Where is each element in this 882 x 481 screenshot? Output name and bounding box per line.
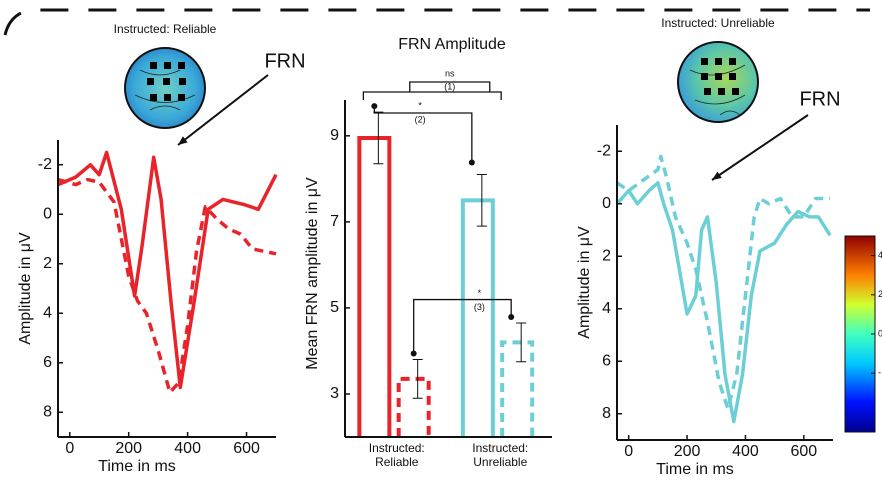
y-tick-label: 9 xyxy=(330,127,339,144)
y-tick-label: 7 xyxy=(330,213,339,230)
bracket-dot xyxy=(468,159,475,166)
y-tick-label: 6 xyxy=(43,354,52,371)
x-tick-label: 200 xyxy=(115,440,142,457)
significance-label: ns xyxy=(445,68,455,78)
frame xyxy=(3,8,870,36)
error-bar xyxy=(412,359,423,399)
x-axis-label: Time in ms xyxy=(656,461,734,478)
y-tick-label: 3 xyxy=(330,385,339,402)
significance-label: (2) xyxy=(415,114,426,124)
x-tick-label: 400 xyxy=(174,440,201,457)
colorbar-tick-label: 2 xyxy=(878,289,882,299)
y-axis-label: Amplitude in μV xyxy=(576,226,593,339)
panel-title: Instructed: Reliable xyxy=(114,22,217,36)
x-tick-label: 0 xyxy=(65,440,74,457)
y-tick-label: 4 xyxy=(602,300,611,317)
y-tick-label: 2 xyxy=(43,255,52,272)
error-bar xyxy=(373,111,384,165)
significance-bracket xyxy=(413,298,512,354)
x-axis-label: Time in ms xyxy=(98,458,176,475)
colorbar-tick-label: 0 xyxy=(878,328,882,338)
bracket-dot xyxy=(371,103,378,110)
error-bar xyxy=(476,174,487,227)
significance-bracket xyxy=(409,81,491,92)
x-tick-label: Unreliable xyxy=(473,455,527,469)
arrow-head xyxy=(712,171,722,180)
y-tick-label: 4 xyxy=(43,304,52,321)
annotation: FRN xyxy=(264,50,305,72)
significance-bracket xyxy=(373,106,473,163)
significance-label: * xyxy=(478,288,482,298)
bar xyxy=(460,198,495,437)
bar xyxy=(396,376,431,437)
y-tick-label: 5 xyxy=(330,299,339,316)
line-series xyxy=(57,177,277,395)
significance-label: (1) xyxy=(444,81,455,91)
annotation-arrow xyxy=(177,74,269,146)
x-tick-label: 600 xyxy=(233,440,260,457)
y-tick-label: 8 xyxy=(602,405,611,422)
topomap xyxy=(677,41,759,123)
annotation: FRN xyxy=(799,88,840,110)
y-axis-label: Mean FRN amplitude in μV xyxy=(304,177,321,370)
x-tick-label: Reliable xyxy=(375,455,419,469)
y-tick-label: 6 xyxy=(602,352,611,369)
x-tick-label: 200 xyxy=(674,443,701,460)
y-tick-label: 0 xyxy=(602,195,611,212)
line-series xyxy=(616,154,831,411)
line-series xyxy=(615,181,832,424)
significance-label: * xyxy=(418,100,422,110)
y-tick-label: -2 xyxy=(597,142,611,159)
x-tick-label: 600 xyxy=(790,443,817,460)
y-axis-label: Amplitude in μV xyxy=(17,232,34,345)
y-tick-label: 0 xyxy=(43,205,52,222)
x-tick-label: Instructed: xyxy=(369,441,425,455)
annotation-arrow xyxy=(711,114,809,181)
panel-title: Instructed: Unreliable xyxy=(661,16,775,30)
bracket-dot xyxy=(410,350,417,357)
significance-label: (3) xyxy=(474,302,485,312)
colorbar-tick-label: - xyxy=(878,368,881,378)
x-tick-label: Instructed: xyxy=(472,441,528,455)
y-tick-label: -2 xyxy=(38,156,52,173)
panel-title: FRN Amplitude xyxy=(398,36,506,53)
x-tick-label: 0 xyxy=(624,443,633,460)
bar xyxy=(500,340,535,437)
bar xyxy=(357,135,392,437)
significance-bracket xyxy=(362,91,502,100)
x-tick-label: 400 xyxy=(732,443,759,460)
error-bar xyxy=(516,322,527,363)
y-tick-label: 2 xyxy=(602,247,611,264)
colorbar-tick-label: 4 xyxy=(878,250,882,260)
colorbar xyxy=(844,235,876,433)
y-tick-label: 8 xyxy=(43,403,52,420)
line-series xyxy=(57,150,278,390)
arrow-head xyxy=(178,136,188,145)
bracket-dot xyxy=(508,313,515,320)
topomap xyxy=(124,47,206,129)
